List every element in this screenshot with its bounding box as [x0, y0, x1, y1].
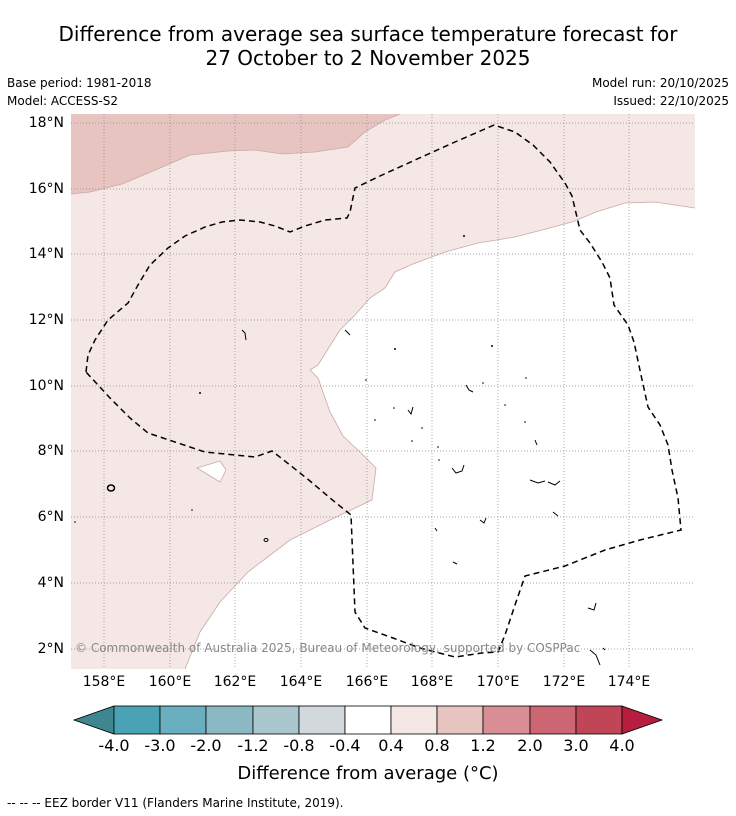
colorbar-tick: -0.8	[283, 736, 315, 755]
colorbar-tick: -1.2	[237, 736, 269, 755]
colorbar-tick: -3.0	[144, 736, 176, 755]
colorbar-label: Difference from average (°C)	[237, 763, 499, 784]
colorbar-segment	[575, 705, 623, 735]
colorbar	[72, 705, 664, 735]
base-period: Base period: 1981-2018	[7, 76, 152, 90]
issued-date: Issued: 22/10/2025	[613, 94, 729, 108]
colorbar-tick: 3.0	[563, 736, 589, 755]
lon-label: 166°E	[345, 674, 389, 690]
colorbar-segment	[159, 705, 207, 735]
colorbar-segment	[436, 705, 484, 735]
contour-line-0-4	[184, 201, 695, 669]
colorbar-tick: 1.2	[470, 736, 496, 755]
lat-label: 6°N	[37, 509, 64, 525]
colorbar-tick: 2.0	[517, 736, 543, 755]
colorbar-segment	[298, 705, 346, 735]
colorbar-tick: -0.4	[329, 736, 361, 755]
lat-label: 8°N	[37, 443, 64, 459]
lon-label: 158°E	[82, 674, 126, 690]
title-line-2: 27 October to 2 November 2025	[205, 46, 531, 70]
lat-label: 10°N	[28, 378, 64, 394]
eez-legend-note: -- -- -- EEZ border V11 (Flanders Marine…	[7, 796, 344, 810]
model-name: Model: ACCESS-S2	[7, 94, 119, 108]
lon-label: 168°E	[410, 674, 454, 690]
lat-label: 2°N	[37, 641, 64, 657]
island-outlines	[106, 329, 606, 666]
colorbar-segment	[390, 705, 438, 735]
lat-label: 14°N	[28, 246, 64, 262]
title-line-1: Difference from average sea surface temp…	[58, 22, 678, 46]
colorbar-segment	[113, 705, 161, 735]
colorbar-tick: -4.0	[98, 736, 130, 755]
gridlines	[71, 114, 695, 669]
contour-line-0-8	[71, 114, 401, 195]
lat-label: 18°N	[28, 115, 64, 131]
meta-right: Model run: 20/10/2025 Issued: 22/10/2025	[592, 74, 729, 110]
model-run: Model run: 20/10/2025	[591, 76, 729, 90]
neutral-patch	[196, 460, 227, 483]
map-area	[71, 114, 695, 669]
lon-label: 172°E	[542, 674, 586, 690]
lat-label: 12°N	[28, 312, 64, 328]
colorbar-tick: 0.4	[378, 736, 404, 755]
colorbar-segment	[205, 705, 254, 735]
colorbar-segment	[252, 705, 300, 735]
lat-label: 4°N	[37, 575, 64, 591]
colorbar-segment	[344, 705, 392, 735]
colorbar-extend-low	[72, 705, 115, 735]
eez-border	[85, 124, 682, 658]
colorbar-segment	[529, 705, 577, 735]
lon-label: 170°E	[476, 674, 520, 690]
meta-left: Base period: 1981-2018 Model: ACCESS-S2	[7, 74, 152, 110]
colorbar-tick: 4.0	[609, 736, 635, 755]
colorbar-extend-high	[621, 705, 664, 735]
island-dots	[74, 235, 527, 523]
anomaly-region-0-4-0-8	[71, 114, 695, 669]
lon-label: 174°E	[607, 674, 651, 690]
lon-label: 162°E	[213, 674, 257, 690]
colorbar-tick: -2.0	[190, 736, 222, 755]
chart-title: Difference from average sea surface temp…	[0, 22, 736, 70]
lat-label: 16°N	[28, 181, 64, 197]
lon-label: 164°E	[279, 674, 323, 690]
colorbar-segment	[482, 705, 531, 735]
anomaly-region-0-8-1-2	[71, 114, 400, 194]
lon-label: 160°E	[148, 674, 192, 690]
colorbar-tick: 0.8	[424, 736, 450, 755]
copyright-notice: © Commonwealth of Australia 2025, Bureau…	[75, 641, 581, 655]
